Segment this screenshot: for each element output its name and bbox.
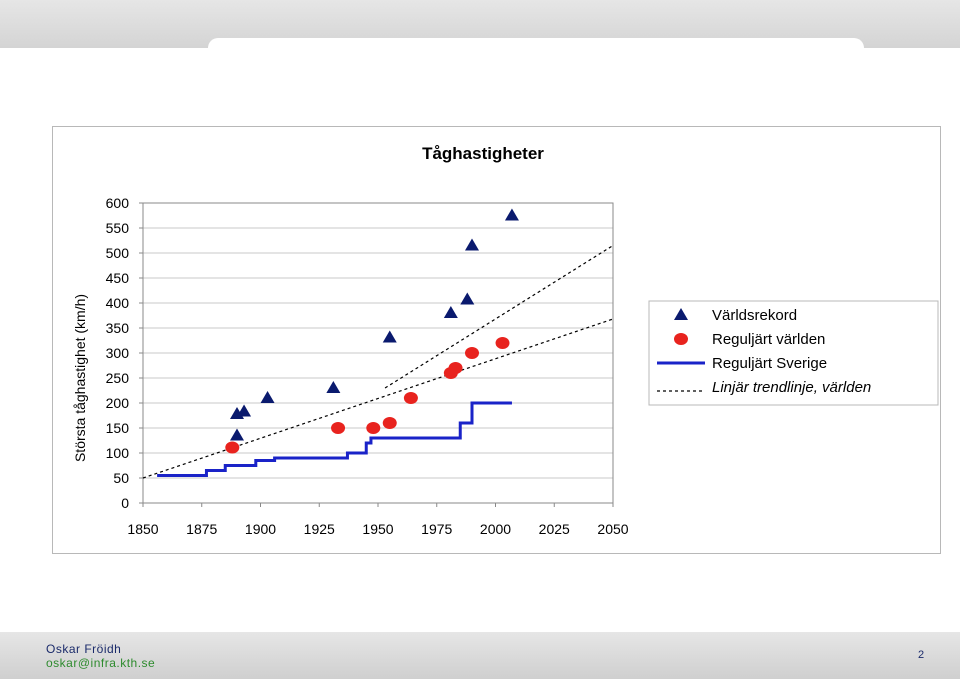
legend-label: Reguljärt världen (712, 331, 825, 348)
x-tick-label: 1975 (421, 521, 452, 537)
author-name: Oskar Fröidh (46, 642, 122, 656)
y-tick-label: 450 (106, 270, 130, 286)
regular-point (331, 422, 346, 434)
page-number: 2 (918, 649, 925, 661)
record-point (460, 292, 475, 305)
chart-title: Tåghastigheter (422, 144, 544, 163)
x-tick-label: 1925 (304, 521, 335, 537)
x-tick-label: 2050 (597, 521, 628, 537)
footer-band (0, 632, 960, 679)
record-point (237, 404, 252, 417)
y-tick-label: 200 (106, 395, 130, 411)
author-email: oskar@infra.kth.se (46, 656, 156, 670)
trendline (384, 244, 614, 389)
regular-point (448, 362, 463, 374)
legend-label: Reguljärt Sverige (712, 355, 827, 372)
legend (648, 300, 939, 406)
record-point (260, 391, 275, 403)
header-tab (208, 38, 864, 58)
x-tick-label: 2000 (480, 521, 511, 537)
y-tick-label: 50 (113, 470, 129, 486)
y-tick-label: 550 (106, 220, 130, 236)
plot-area (142, 202, 614, 504)
y-tick-label: 150 (106, 420, 130, 436)
record-point (230, 428, 244, 441)
y-tick-label: 100 (106, 445, 130, 461)
y-tick-label: 350 (106, 320, 130, 336)
x-tick-label: 1875 (186, 521, 217, 537)
regular-point (225, 441, 240, 454)
series-line-sweden (157, 401, 512, 477)
y-tick-label: 250 (106, 370, 130, 386)
chart-frame: Tåghastigheter Största tåghastighet (km/h… (52, 126, 941, 554)
y-tick-label: 600 (106, 195, 130, 211)
x-tick-label: 1900 (245, 521, 276, 537)
y-tick-label: 0 (121, 495, 129, 511)
legend-label: Världsrekord (712, 307, 797, 324)
chart: Tåghastigheter Största tåghastighet (km/h… (72, 144, 939, 537)
y-tick-label: 400 (106, 295, 130, 311)
record-point (504, 208, 519, 221)
y-tick-label: 300 (106, 345, 130, 361)
regular-point (366, 422, 381, 434)
x-tick-label: 1850 (127, 521, 158, 537)
trendline (142, 318, 614, 479)
legend-marker (674, 308, 688, 320)
record-point (465, 238, 479, 251)
record-point (326, 381, 341, 393)
regular-point (403, 392, 418, 404)
x-tick-label: 2025 (539, 521, 570, 537)
regular-point (382, 417, 397, 429)
record-point (382, 330, 397, 343)
y-tick-label: 500 (106, 245, 130, 261)
legend-label: Linjär trendlinje, världen (712, 379, 871, 396)
record-point (443, 306, 458, 318)
regular-point (495, 337, 510, 349)
x-tick-label: 1950 (362, 521, 393, 537)
y-axis-label: Största tåghastighet (km/h) (72, 294, 88, 462)
legend-marker (674, 333, 688, 345)
regular-point (465, 347, 479, 359)
